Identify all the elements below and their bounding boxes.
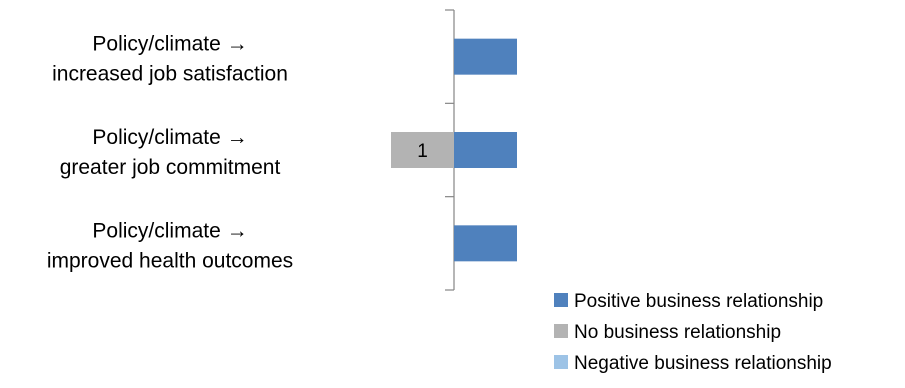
legend-label: Negative business relationship	[574, 353, 832, 374]
data-label: 1	[417, 141, 428, 162]
category-label: Policy/climate → increased job satisfacti…	[52, 33, 288, 86]
data-labels: 1	[417, 141, 428, 162]
bar-positive-business-relationship	[454, 38, 517, 75]
category-label: Policy/climate → improved health outcomes	[47, 219, 293, 272]
legend-label: Positive business relationship	[574, 291, 823, 312]
legend-swatch	[554, 293, 568, 307]
legend-swatch	[554, 355, 568, 369]
bars	[391, 38, 517, 262]
bar-no-business-relationship	[391, 132, 454, 168]
legend: Positive business relationship No busines…	[554, 291, 832, 374]
legend-label: No business relationship	[574, 322, 781, 343]
category-labels: Policy/climate → increased job satisfacti…	[47, 33, 293, 273]
legend-swatch	[554, 324, 568, 338]
bar-positive-business-relationship	[454, 132, 517, 168]
bar-positive-business-relationship	[454, 225, 517, 262]
category-label: Policy/climate → greater job commitment	[60, 126, 281, 179]
